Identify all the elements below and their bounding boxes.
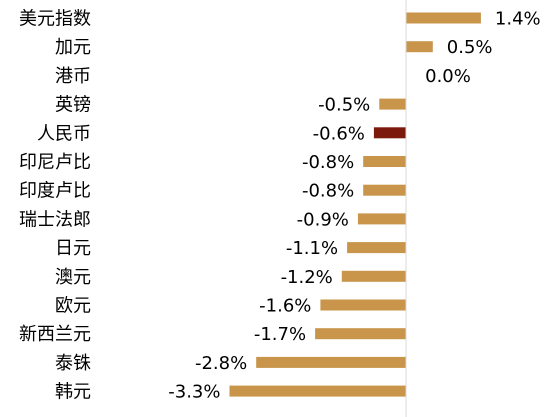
category-label-row-5: 印尼卢比 [19,152,91,173]
bar-row-10 [320,299,406,311]
value-label-row-5: -0.8% [302,152,354,173]
bar-row-9 [341,270,406,282]
category-label-row-12: 泰铢 [55,353,91,374]
bar-row-13 [229,385,406,397]
value-labels-group: 1.4%0.5% 0.0% -0.5% -0.6% -0.8% -0.8% -0.9% -1.… [168,9,540,403]
value-label-row-13: -3.3% [168,382,220,403]
value-label-row-2: 0.0% [425,66,471,87]
bar-row-1 [406,41,433,53]
bar-row-3 [379,98,407,110]
category-label-row-0: 美元指数 [19,9,91,30]
bar-row-5 [363,156,406,167]
bars-group [229,12,481,397]
bar-row-4 [373,127,406,139]
value-label-row-8: -1.1% [286,238,338,259]
category-label-row-6: 印度卢比 [19,181,91,202]
category-label-row-11: 新西兰元 [19,324,91,345]
value-label-row-0: 1.4% [495,9,541,30]
value-label-row-3: -0.5% [318,95,370,116]
category-label-row-2: 港币 [55,66,91,87]
category-label-row-4: 人民币 [37,123,91,144]
category-label-row-13: 韩元 [55,382,91,403]
category-label-row-9: 澳元 [55,267,91,288]
value-label-row-12: -2.8% [195,353,247,374]
value-label-row-9: -1.2% [281,267,333,288]
value-label-row-10: -1.6% [259,296,311,317]
value-label-row-7: -0.9% [297,209,349,230]
value-label-row-11: -1.7% [254,324,306,345]
bar-row-8 [347,242,406,254]
bar-row-7 [357,213,406,225]
category-label-row-10: 欧元 [55,296,91,317]
bar-row-6 [363,184,406,196]
bar-row-11 [315,328,407,340]
value-label-row-6: -0.8% [302,181,354,202]
category-label-row-8: 日元 [55,238,91,259]
value-label-row-4: -0.6% [313,123,365,144]
category-label-row-3: 英镑 [55,95,91,116]
value-label-row-1: 0.5% [447,37,493,58]
bar-row-0 [406,12,481,24]
category-label-row-7: 瑞士法郎 [19,209,91,230]
bar-row-12 [256,356,406,368]
category-label-row-1: 加元 [55,37,91,58]
